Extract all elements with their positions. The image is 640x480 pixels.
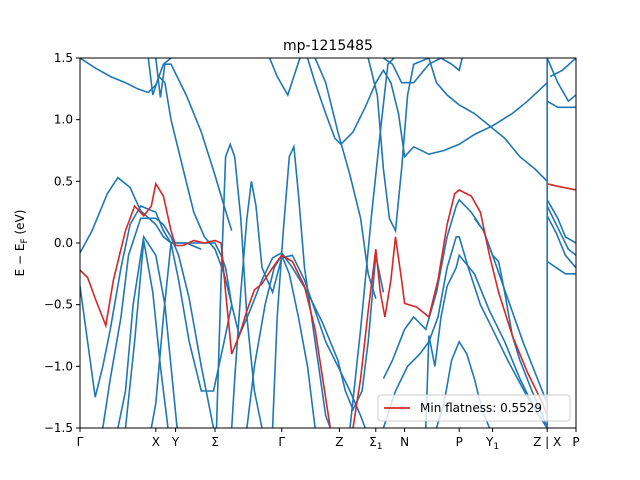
band-line-9	[215, 141, 263, 428]
band-line-12	[271, 143, 332, 428]
band-line-15	[314, 58, 377, 299]
x-tick-label-2: Y	[171, 435, 180, 449]
band-line-3	[147, 58, 233, 305]
band-line-16	[349, 58, 395, 428]
bands-layer	[80, 58, 576, 428]
band-line-29	[546, 199, 576, 244]
band-line-25	[546, 205, 576, 256]
band-line-30	[546, 58, 576, 103]
band-line-5	[102, 217, 215, 428]
y-axis: −1.5 −1.0 −0.5 0.0 0.5 1.0 1.5	[44, 51, 80, 435]
min-flatness-band-segment-2	[352, 189, 548, 428]
y-tick-label-6: 1.5	[54, 51, 73, 65]
band-line-19	[428, 58, 548, 182]
y-tick-label-1: −1.0	[44, 359, 73, 373]
band-line-13	[268, 58, 301, 97]
y-tick-label-0: −1.5	[44, 421, 73, 435]
x-tick-label-4: Γ	[278, 435, 285, 449]
x-axis: Γ X Y Σ Γ Z Σ1 N P Y1 Z | X P	[77, 428, 580, 452]
x-tick-label-10: Z | X	[533, 435, 561, 449]
band-line-22	[425, 253, 548, 428]
x-tick-label-11: P	[572, 435, 579, 449]
band-line-31	[549, 58, 576, 78]
band-line-6	[117, 234, 178, 428]
x-tick-label-0: Γ	[77, 435, 84, 449]
kpoint-lines	[546, 58, 548, 428]
x-tick-label-3: Σ	[211, 435, 219, 449]
chart-title: mp-1215485	[283, 38, 373, 54]
band-line-26	[546, 215, 576, 269]
y-tick-label-2: −0.5	[44, 298, 73, 312]
legend: Min flatness: 0.5529	[377, 394, 571, 422]
band-line-20	[382, 198, 548, 404]
legend-label: Min flatness: 0.5529	[420, 401, 542, 415]
y-tick-label-3: 0.0	[54, 236, 73, 250]
band-line-0	[80, 176, 385, 412]
min-flatness-band-segment-3	[547, 183, 576, 191]
band-line-4	[155, 58, 233, 231]
band-line-14	[306, 58, 548, 159]
y-tick-label-4: 0.5	[54, 174, 73, 188]
band-line-21	[382, 236, 548, 428]
band-line-17	[367, 58, 430, 234]
band-line-27	[546, 260, 576, 275]
y-axis-label: E − EF (eV)	[13, 210, 30, 277]
band-line-28	[546, 100, 576, 109]
band-line-18	[382, 58, 463, 84]
band-line-2	[80, 58, 172, 94]
min-flatness-band-segment-1	[80, 181, 332, 428]
band-line-7	[124, 240, 169, 428]
y-tick-label-5: 1.0	[54, 113, 73, 127]
x-tick-label-6: Σ1	[369, 435, 382, 452]
x-tick-label-7: N	[400, 435, 409, 449]
x-tick-label-5: Z	[335, 435, 343, 449]
x-tick-label-9: Y1	[485, 435, 499, 452]
x-tick-label-8: P	[456, 435, 463, 449]
legend-box	[377, 394, 571, 422]
x-tick-label-1: X	[152, 435, 160, 449]
